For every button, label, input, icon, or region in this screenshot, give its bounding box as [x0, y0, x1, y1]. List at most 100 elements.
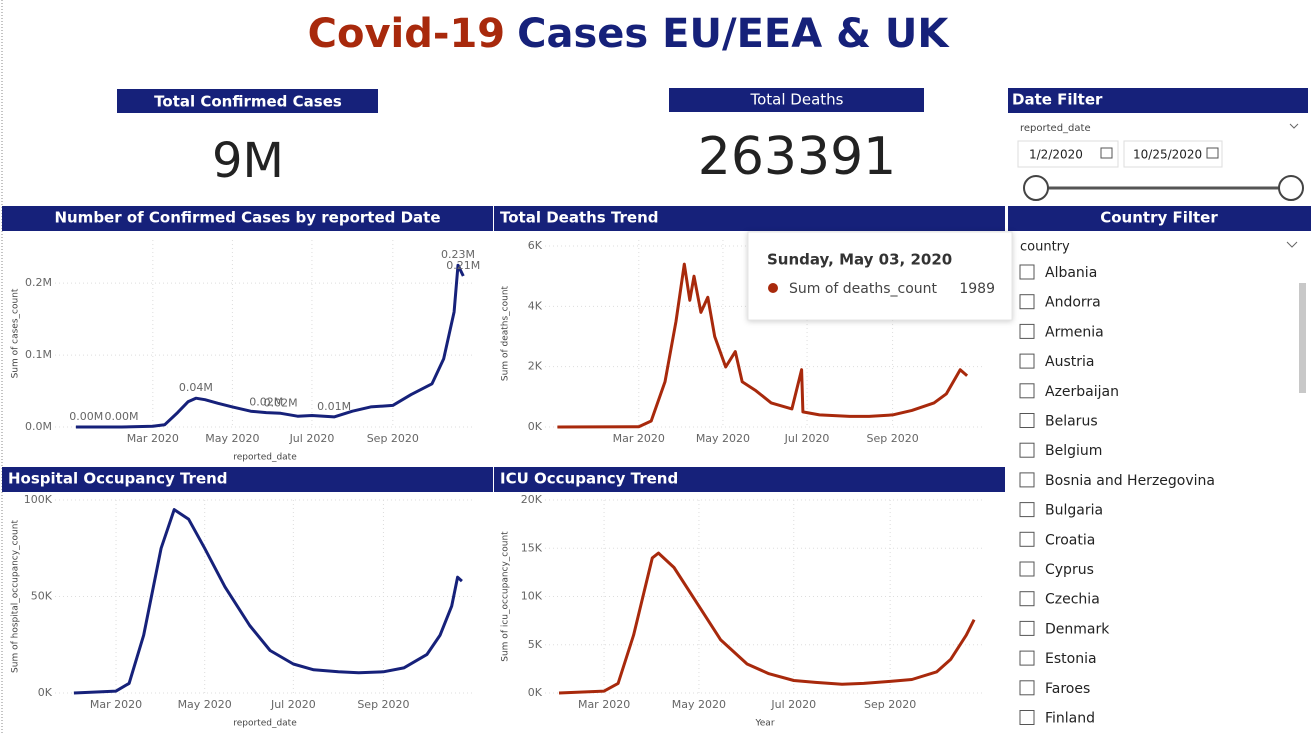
chart-title: ICU Occupancy Trend [500, 470, 678, 488]
checkbox[interactable] [1019, 591, 1035, 607]
card-value: 263391 [698, 127, 897, 187]
slider-handle[interactable] [1278, 175, 1304, 201]
tooltip-value: 1989 [959, 281, 995, 297]
y-tick-label: 5K [528, 638, 543, 651]
tooltip-title: Sunday, May 03, 2020 [767, 251, 952, 269]
slider-handle[interactable] [1023, 175, 1049, 201]
data-label: 0.04M [179, 381, 213, 394]
y-tick-label: 2K [528, 360, 543, 373]
x-tick-label: Mar 2020 [127, 432, 179, 445]
dashboard-title: Covid-19 Cases EU/EEA & UK [308, 11, 951, 57]
checkbox[interactable] [1019, 442, 1035, 458]
card-label: Total Confirmed Cases [154, 93, 342, 111]
checkbox[interactable] [1019, 680, 1035, 696]
y-axis-title: Sum of cases_count [11, 288, 21, 378]
y-tick-label: 0.0M [25, 420, 52, 433]
checkbox[interactable] [1019, 620, 1035, 636]
x-tick-label: Mar 2020 [90, 698, 142, 711]
chart-title: Total Deaths Trend [500, 209, 659, 227]
country-name: Azerbaijan [1045, 384, 1119, 400]
y-axis-title: Sum of hospital_occupancy_count [11, 520, 21, 673]
filter-title: Date Filter [1012, 91, 1103, 109]
checkbox[interactable] [1019, 502, 1035, 518]
x-tick-label: Jul 2020 [784, 432, 830, 445]
chevron [1289, 123, 1299, 129]
chart-title: Hospital Occupancy Trend [8, 470, 228, 488]
scrollbar[interactable] [1299, 283, 1306, 393]
country-name: Finland [1045, 711, 1095, 727]
calendar-icon [1100, 147, 1113, 159]
checkbox[interactable] [1019, 710, 1035, 725]
y-tick-label: 15K [521, 541, 543, 554]
x-axis-title: Year [754, 719, 774, 729]
checkbox[interactable] [1019, 294, 1035, 310]
card-label: Total Deaths [750, 91, 844, 109]
y-tick-label: 0K [528, 420, 543, 433]
y-tick-label: 10K [521, 590, 543, 603]
country-name: Czechia [1045, 592, 1100, 608]
y-tick-label: 100K [24, 493, 53, 506]
title-part: Covid-19 [308, 11, 506, 57]
x-tick-label: May 2020 [672, 698, 726, 711]
country-name: Andorra [1045, 295, 1101, 311]
y-axis-title: Sum of icu_occupancy_count [501, 531, 511, 662]
x-tick-label: May 2020 [178, 698, 232, 711]
checkbox[interactable] [1019, 561, 1035, 577]
x-tick-label: Sep 2020 [367, 432, 419, 445]
title-part: Cases EU/EEA & UK [517, 11, 950, 57]
tooltip-label: Sum of deaths_count [789, 281, 938, 297]
x-tick-label: Sep 2020 [864, 698, 916, 711]
x-axis-title: reported_date [233, 453, 297, 463]
y-tick-label: 0.2M [25, 276, 52, 289]
x-tick-label: Jul 2020 [289, 432, 335, 445]
checkbox[interactable] [1019, 413, 1035, 428]
y-tick-label: 50K [31, 590, 53, 603]
x-tick-label: Mar 2020 [613, 432, 665, 445]
line [558, 551, 976, 695]
y-tick-label: 0K [528, 686, 543, 699]
checkbox[interactable] [1019, 472, 1035, 488]
x-tick-label: Jul 2020 [270, 698, 316, 711]
y-tick-label: 6K [528, 239, 543, 252]
chart-header [494, 467, 1005, 492]
country-name: Armenia [1045, 324, 1104, 340]
calendar-icon [1206, 147, 1219, 159]
y-tick-label: 0.1M [25, 348, 52, 361]
card-header [669, 88, 924, 112]
tooltip-swatch [768, 283, 778, 293]
data-label: 0.00M [69, 410, 103, 423]
country-name: Bosnia and Herzegovina [1045, 473, 1215, 489]
y-tick-label: 0K [38, 686, 53, 699]
checkbox[interactable] [1019, 353, 1035, 369]
country-name: Cyprus [1045, 562, 1094, 578]
data-label: 0.01M [317, 400, 351, 413]
country-name: Bulgaria [1045, 503, 1103, 519]
card-header [117, 89, 378, 113]
x-tick-label: Sep 2020 [866, 432, 918, 445]
chart-header [2, 467, 493, 492]
line [73, 508, 463, 695]
date-input[interactable] [1123, 140, 1223, 168]
x-tick-label: May 2020 [205, 432, 259, 445]
country-name: Austria [1045, 354, 1094, 370]
x-axis-title: reported_date [233, 719, 297, 729]
x-tick-label: May 2020 [696, 432, 750, 445]
checkbox[interactable] [1019, 323, 1035, 339]
checkbox[interactable] [1019, 383, 1035, 399]
chart-title: Number of Confirmed Cases by reported Da… [54, 209, 440, 227]
country-list: Albania Andorra Armenia Austria Azerbaijan Be… [1019, 264, 1215, 727]
data-label: 0.02M [249, 396, 283, 409]
date-end: 10/25/2020 [1133, 148, 1202, 162]
date-start: 1/2/2020 [1029, 148, 1083, 162]
card-value: 9M [212, 133, 284, 189]
tooltip [747, 231, 1013, 321]
chart-header [494, 206, 1005, 231]
checkbox[interactable] [1019, 531, 1035, 547]
country-name: Estonia [1045, 651, 1097, 667]
checkbox[interactable] [1019, 264, 1035, 280]
country-name: Belgium [1045, 443, 1102, 459]
checkbox[interactable] [1019, 650, 1035, 666]
line [75, 263, 465, 429]
y-tick-label: 4K [528, 299, 543, 312]
line [557, 262, 969, 429]
